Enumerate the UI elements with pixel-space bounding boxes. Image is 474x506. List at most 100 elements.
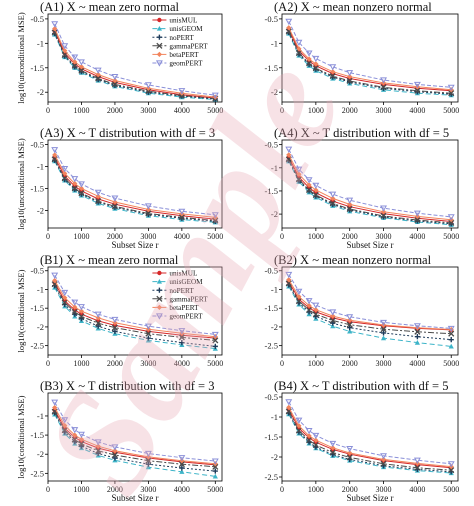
data-point [285,28,292,35]
x-tick-label: 0 [46,359,50,368]
data-point [306,186,313,194]
data-point [329,191,337,198]
data-point [145,335,151,341]
plot-frame [281,139,459,229]
data-point [112,328,118,335]
panel-title: (B1) X ~ mean zero normal [40,253,179,267]
x-tick-label: 4000 [174,232,190,241]
data-point [312,432,320,440]
panel-title: (B2) X ~ mean nonzero normal [274,253,432,267]
x-tick-label: 3000 [140,485,156,494]
data-point [211,331,219,339]
data-point [329,309,337,316]
data-point [306,307,313,314]
y-tick-label: -1 [271,38,278,48]
data-point [313,307,319,313]
data-point [448,90,455,97]
x-tick-label: 1000 [73,232,89,241]
data-point [380,335,387,341]
data-point [111,203,118,210]
data-point [179,469,185,474]
data-point [346,321,353,328]
data-point [286,404,292,410]
data-point [62,170,68,177]
y-tick-label: -2 [37,205,44,215]
data-point [285,146,293,153]
x-tick-label: 1000 [308,485,324,494]
y-tick-label: -2 [271,87,278,97]
data-point [51,272,59,279]
y-tick-label: -0.5 [265,14,278,24]
data-point [72,59,78,65]
data-point [62,48,68,54]
data-point [296,293,302,300]
y-tick-label: -2 [37,449,44,459]
data-point [346,205,353,213]
data-point [306,433,312,439]
x-tick-label: 5000 [207,232,223,241]
data-point [312,192,319,199]
data-point [111,324,118,331]
data-point [145,210,152,217]
data-point [95,443,101,449]
data-point [448,337,454,343]
data-point [447,214,455,221]
x-axis-label: Subset Size r [112,493,159,503]
data-point [71,62,78,69]
legend-label: geomPERT [169,313,203,321]
panel-title: (B3) X ~ T distribution with df = 3 [40,379,214,393]
data-point [347,450,353,456]
y-tick-label: -2 [37,322,44,332]
legend-swatch-marker [156,279,162,284]
series-line [288,274,452,329]
series-line [54,23,216,96]
data-point [330,445,336,451]
legend-swatch-marker [155,60,163,67]
data-point [111,81,118,88]
data-point [447,325,455,333]
series-line [54,287,216,350]
data-point [306,302,312,309]
legend-label: betaPERT [169,304,199,312]
y-axis-label: log10(unconditional MSE) [16,12,26,104]
data-point [51,399,59,406]
data-point [347,328,353,334]
data-point [51,147,59,154]
data-point [448,219,455,226]
data-point [413,81,421,89]
data-point [414,87,421,94]
data-point [212,463,219,470]
y-tick-label: -0.5 [31,14,44,24]
data-point [346,314,354,321]
x-tick-label: 5000 [207,106,223,115]
legend-swatch-marker [156,42,163,49]
data-point [78,308,85,314]
data-point [296,46,302,52]
data-point [347,201,353,207]
data-point [329,440,337,448]
data-point [414,464,421,471]
data-point [95,72,101,78]
x-tick-label: 2000 [342,359,358,368]
data-point [95,320,102,327]
panel-title: (A1) X ~ mean zero normal [40,0,180,14]
data-point [71,54,79,61]
data-point [380,212,387,220]
data-point [296,171,302,177]
y-tick-label: -2.5 [265,341,278,351]
data-point [313,437,319,443]
x-tick-label: 2000 [342,106,358,115]
data-point [145,88,152,95]
data-point [78,304,85,311]
data-point [145,461,151,467]
data-point [111,195,119,202]
y-tick-label: -2.5 [31,341,44,351]
data-point [61,166,69,173]
x-tick-label: 2000 [107,485,123,494]
legend-swatch-marker [156,26,162,31]
data-point [329,317,336,324]
data-point [312,302,320,309]
data-point [95,315,101,321]
data-point [179,465,185,471]
legend-label: betaPERT [169,51,199,59]
